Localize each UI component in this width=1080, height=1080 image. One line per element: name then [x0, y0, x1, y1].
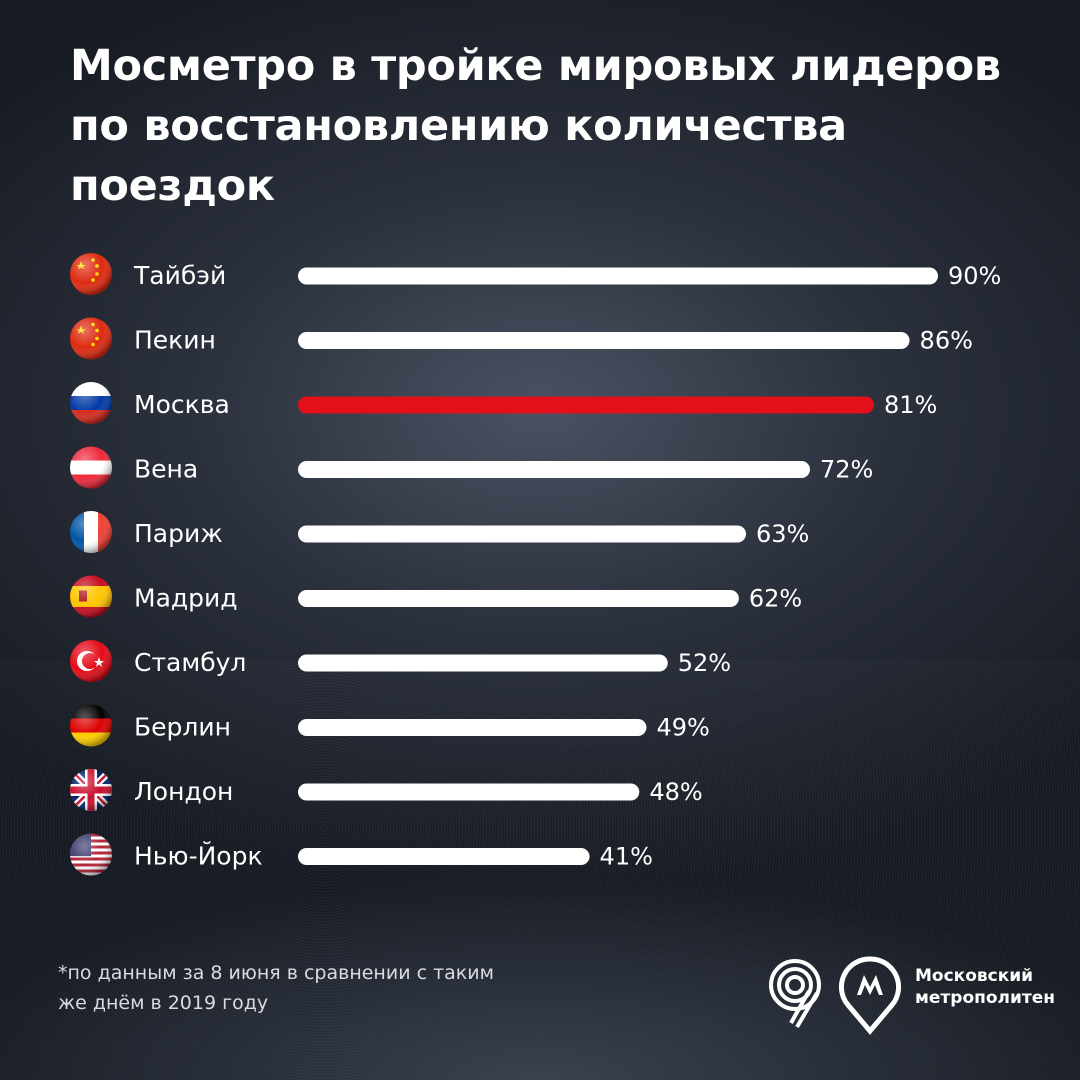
logo-line-2: метрополитен [915, 988, 1056, 1008]
value-label: 48% [649, 778, 702, 806]
footnote: *по данным за 8 июня в сравнении с таким… [58, 958, 558, 1018]
category-label: Нью-Йорк [134, 842, 263, 871]
bar [298, 783, 640, 801]
bar-row: Берлин 49% [70, 704, 710, 747]
metro-logo: Московский метрополитен [765, 955, 1065, 1035]
value-label: 52% [678, 649, 731, 677]
bar [298, 525, 746, 543]
bar-row: Мадрид 62% [70, 575, 802, 618]
value-label: 49% [656, 714, 709, 742]
footnote-line-2: же днём в 2019 году [58, 992, 269, 1014]
category-label: Париж [134, 519, 223, 548]
bar-row: Вена 72% [70, 446, 873, 489]
category-label: Лондон [134, 777, 233, 806]
value-label: 90% [948, 262, 1001, 290]
germany-flag-icon [70, 704, 112, 747]
bar [298, 332, 910, 349]
value-label: 63% [756, 520, 809, 548]
category-label: Пекин [134, 326, 216, 355]
chart-title: Мосметро в тройке мировых лидеров по вос… [70, 41, 1001, 211]
category-label: Стамбул [134, 648, 246, 677]
category-label: Тайбэй [133, 261, 226, 290]
value-label: 72% [820, 456, 873, 484]
austria-flag-icon [70, 446, 112, 489]
bar-row: Лондон 48% [70, 769, 703, 811]
category-label: Москва [134, 390, 230, 419]
category-label: Вена [134, 455, 198, 484]
bar-row: Пекин 86% [70, 317, 973, 360]
bar [298, 719, 647, 736]
usa-flag-icon [70, 833, 112, 876]
bar-highlight [298, 396, 874, 414]
bar [298, 267, 938, 285]
value-label: 41% [600, 843, 653, 871]
category-label: Мадрид [134, 584, 238, 613]
bar-row: Стамбул 52% [70, 640, 731, 682]
footnote-line-1: *по данным за 8 июня в сравнении с таким [58, 962, 494, 984]
france-flag-icon [70, 511, 112, 553]
uk-flag-icon [70, 769, 112, 811]
metro-logo-icon [769, 956, 901, 1035]
bar [298, 590, 739, 607]
bar [298, 654, 668, 672]
bar [298, 848, 590, 865]
spain-flag-icon [70, 575, 112, 618]
turkey-flag-icon [70, 640, 112, 682]
logo-line-1: Московский [915, 966, 1034, 986]
logo-text: Московский метрополитен [915, 965, 1055, 1009]
value-label: 81% [884, 391, 937, 419]
bar-row: Тайбэй 90% [70, 253, 1001, 295]
bar [298, 461, 810, 478]
russia-flag-icon [70, 382, 112, 424]
value-label: 62% [749, 585, 802, 613]
china-flag-icon [70, 253, 112, 295]
china-flag-icon [70, 317, 112, 360]
bar-row: Нью-Йорк 41% [70, 833, 653, 876]
bar-row: Москва 81% [70, 382, 937, 424]
category-label: Берлин [134, 713, 231, 742]
bar-row: Париж 63% [70, 511, 809, 553]
value-label: 86% [920, 327, 973, 355]
